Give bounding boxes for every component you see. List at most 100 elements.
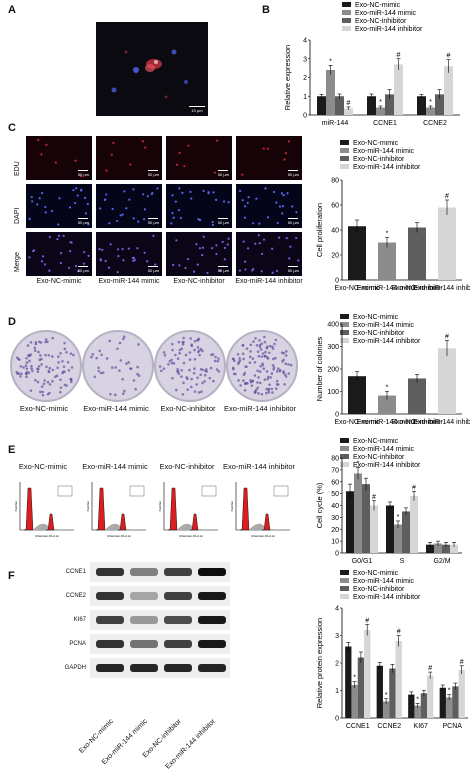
blot-band <box>164 616 192 624</box>
cell-dot <box>247 196 250 199</box>
cell-dot <box>60 252 63 255</box>
colony <box>44 340 47 344</box>
colony <box>46 380 50 384</box>
legend-label: Exo-miR-144 mimic <box>355 10 417 17</box>
colony <box>258 370 262 373</box>
cell-dot <box>271 247 274 250</box>
cell-dot <box>172 216 175 219</box>
y-tick-label: 100 <box>327 389 339 396</box>
x-tick-label: CCNE2 <box>377 723 401 730</box>
cell-dot <box>143 251 146 254</box>
colony <box>51 336 54 340</box>
bar <box>442 544 450 553</box>
legend-label: Exo-miR-144 inhibitor <box>355 26 423 33</box>
cell-dot <box>175 239 178 242</box>
colony <box>45 365 48 369</box>
cell-dot <box>45 143 48 146</box>
panel-c-scale-text: 50 μm <box>77 172 89 177</box>
colony <box>257 376 260 379</box>
cell-dot <box>86 202 89 206</box>
legend-swatch <box>340 578 349 583</box>
panel-e-column-label: Exo-NC-mimic <box>18 462 68 471</box>
colony <box>232 367 235 371</box>
colony <box>274 387 278 390</box>
colony <box>236 352 240 356</box>
colony <box>101 371 105 374</box>
panel-c-scale-text: 50 μm <box>147 172 159 177</box>
cell-dot <box>246 247 250 250</box>
colony <box>213 359 217 363</box>
cell-dot <box>44 205 47 209</box>
colony <box>269 376 272 379</box>
colony <box>51 379 54 383</box>
cell-dot <box>116 219 119 223</box>
panel-c-cells <box>99 187 159 225</box>
panel-e-column-label: Exo-NC-inhibitor <box>159 462 215 471</box>
colony <box>190 385 193 389</box>
colony <box>57 361 60 364</box>
cell-dot <box>295 236 298 240</box>
cell-dot <box>244 260 247 263</box>
legend-swatch <box>340 140 349 145</box>
panel-c-scale-bar: 50 μm <box>287 218 299 225</box>
cell-dot <box>174 200 177 203</box>
cell-dot <box>99 207 102 210</box>
flow-legend-box <box>57 485 73 497</box>
colony <box>266 357 270 360</box>
colony <box>122 337 125 341</box>
colony <box>282 370 285 373</box>
bar <box>408 378 426 414</box>
cell-dot <box>87 254 90 257</box>
cell-dot <box>76 194 79 197</box>
colony <box>59 378 62 382</box>
colony <box>280 351 284 355</box>
colony <box>188 368 191 372</box>
colony <box>176 357 180 360</box>
colony <box>121 392 125 396</box>
cell-dot <box>215 198 218 201</box>
colony <box>162 367 166 371</box>
cell-dot <box>241 199 244 202</box>
panel-label-f: F <box>8 570 15 582</box>
colony <box>28 359 31 363</box>
colony <box>209 366 213 370</box>
blot-band <box>198 640 226 648</box>
blot-label: KI67 <box>73 617 86 623</box>
panel-c-micrograph: 50 μm <box>96 232 162 276</box>
cell-dot <box>108 222 111 225</box>
x-tick-label: KI67 <box>414 723 429 730</box>
panel-c-scale-bar: 50 μm <box>77 218 89 225</box>
cell-dot <box>243 216 246 219</box>
cell-dot <box>178 151 181 155</box>
blot-label: GAPDH <box>64 665 86 671</box>
legend-swatch <box>340 156 349 161</box>
colony <box>193 357 197 361</box>
panel-c-micrograph: 50 μm <box>236 136 302 180</box>
colony <box>268 351 271 355</box>
colony <box>217 370 221 373</box>
bar <box>346 491 354 553</box>
panel-c-scale-bar: 50 μm <box>287 266 299 273</box>
legend-swatch <box>340 322 349 327</box>
flow-histogram: Number Channels (FL2-A) <box>86 480 148 540</box>
colony <box>19 374 22 378</box>
colony <box>256 386 260 390</box>
colony <box>256 350 260 353</box>
panel-a-scale-text: 10 μm <box>191 108 203 113</box>
legend-label: Exo-NC-inhibitor <box>353 586 405 593</box>
significance-mark: * <box>379 99 382 106</box>
cell-dot <box>117 255 120 258</box>
colony <box>284 354 288 357</box>
colony <box>281 360 284 363</box>
colony <box>182 336 185 340</box>
cell-dot <box>238 269 242 272</box>
colony <box>266 377 269 381</box>
cell-dot <box>175 163 179 166</box>
cell-dot <box>254 242 257 245</box>
scale-bar-line <box>217 218 228 219</box>
blot-label: PCNA <box>69 641 86 647</box>
flow-histogram-plot: Number Channels (FL2-A) <box>86 482 146 538</box>
colony <box>66 360 70 364</box>
x-tick-label: Exo-NC-inhibitor <box>391 285 443 292</box>
colony <box>25 375 28 379</box>
